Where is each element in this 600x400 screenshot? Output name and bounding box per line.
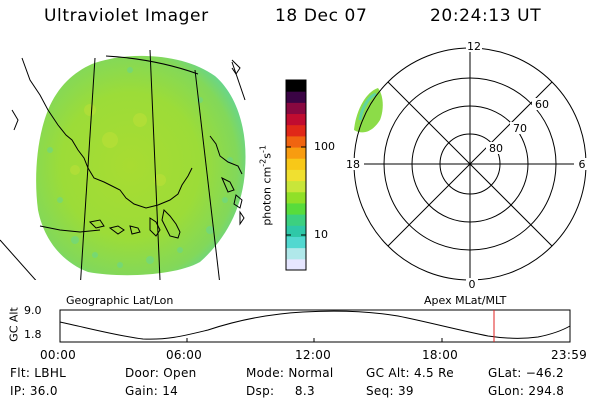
colorbar-cell (286, 147, 306, 159)
colorbar-cell (286, 180, 306, 193)
auroral-patch-edge (358, 92, 377, 121)
colorbar-cell (286, 135, 306, 148)
geographic-image-panel (0, 49, 246, 280)
altitude-ylabel: GC Alt (7, 307, 21, 342)
xtick-0000: 00:00 (40, 348, 77, 362)
polar-panel-label: Apex MLat/MLT (424, 294, 507, 307)
geographic-panel-label: Geographic Lat/Lon (66, 294, 174, 307)
colorbar (285, 79, 307, 271)
mlt12-label-bg (466, 40, 482, 52)
lat-label-60: 60 (535, 98, 549, 111)
lat-label-80: 80 (489, 142, 503, 155)
colorbar-cell (286, 169, 306, 182)
dsp-info: Dsp: 8.3 (246, 384, 315, 398)
altitude-plot (59, 309, 571, 343)
disk-speckle (47, 67, 233, 268)
colorbar-tick-label-100: 100 (314, 140, 335, 153)
latitude-grid (105, 55, 199, 75)
ip-info: IP: 36.0 (10, 384, 58, 398)
lat60-label-bg (532, 98, 552, 110)
gain-info: Gain: 14 (125, 384, 179, 398)
emission-disk (36, 55, 246, 276)
colorbar-cell (286, 158, 306, 170)
colorbar-cell (286, 225, 306, 237)
glon-info: GLon: 294.8 (488, 384, 565, 398)
colorbar-cell (286, 80, 306, 92)
colorbar-scale (286, 80, 306, 271)
mode-info: Mode: Normal (246, 366, 334, 380)
xtick-0600: 06:00 (166, 348, 203, 362)
gc-alt-info: GC Alt: 4.5 Re (366, 366, 454, 380)
mlt0-label-bg (466, 278, 478, 290)
seq-info: Seq: 39 (366, 384, 414, 398)
mlt-label-12: 12 (467, 40, 481, 53)
altitude-ytick-top: 9.0 (24, 304, 42, 317)
polar-axes (354, 48, 586, 280)
time-label: 20:24:13 UT (430, 6, 542, 26)
lat70-label-bg (510, 122, 530, 134)
colorbar-frame (285, 79, 307, 271)
longitude-grid (0, 49, 246, 280)
mlt18-label-bg (342, 158, 364, 170)
lat80-label-bg (486, 142, 506, 154)
colorbar-cell (286, 236, 306, 249)
polar-plot: 12 18 6 0 60 70 80 (342, 40, 588, 291)
glat-info: GLat: −46.2 (488, 366, 564, 380)
lat-label-70: 70 (513, 122, 527, 135)
auroral-emission-patch (354, 88, 383, 133)
polar-diagonal-2 (387, 81, 553, 247)
colorbar-cell (286, 247, 306, 260)
door-info: Door: Open (125, 366, 197, 380)
colorbar-cell (286, 113, 306, 126)
colorbar-cell (286, 202, 306, 215)
date-label: 18 Dec 07 (275, 6, 368, 26)
colorbar-cell (286, 191, 306, 204)
colorbar-cell (286, 102, 306, 115)
instrument-title: Ultraviolet Imager (44, 6, 209, 26)
colorbar-cell (286, 258, 306, 271)
altitude-plot-frame (59, 309, 571, 343)
mlt6-label-bg (574, 158, 588, 170)
altitude-ytick-bottom: 1.8 (24, 328, 42, 341)
altitude-curve (59, 310, 571, 340)
disk-bright-patches (70, 104, 166, 186)
altitude-xticks (186, 338, 443, 342)
xtick-1200: 12:00 (295, 348, 332, 362)
mlt-label-6: 6 (579, 158, 586, 171)
colorbar-tick-label-10: 10 (314, 228, 328, 241)
mlt-label-18: 18 (346, 158, 360, 171)
colorbar-cell (286, 124, 306, 137)
xtick-2359: 23:59 (551, 348, 588, 362)
colorbar-cell (286, 214, 306, 226)
filter-info: Flt: LBHL (10, 366, 67, 380)
colorbar-cell (286, 91, 306, 103)
mlt-label-0: 0 (469, 278, 476, 291)
xtick-1800: 18:00 (422, 348, 459, 362)
colorbar-unit-label: photon cm-2s-1 (258, 145, 274, 226)
coastline (11, 57, 245, 239)
